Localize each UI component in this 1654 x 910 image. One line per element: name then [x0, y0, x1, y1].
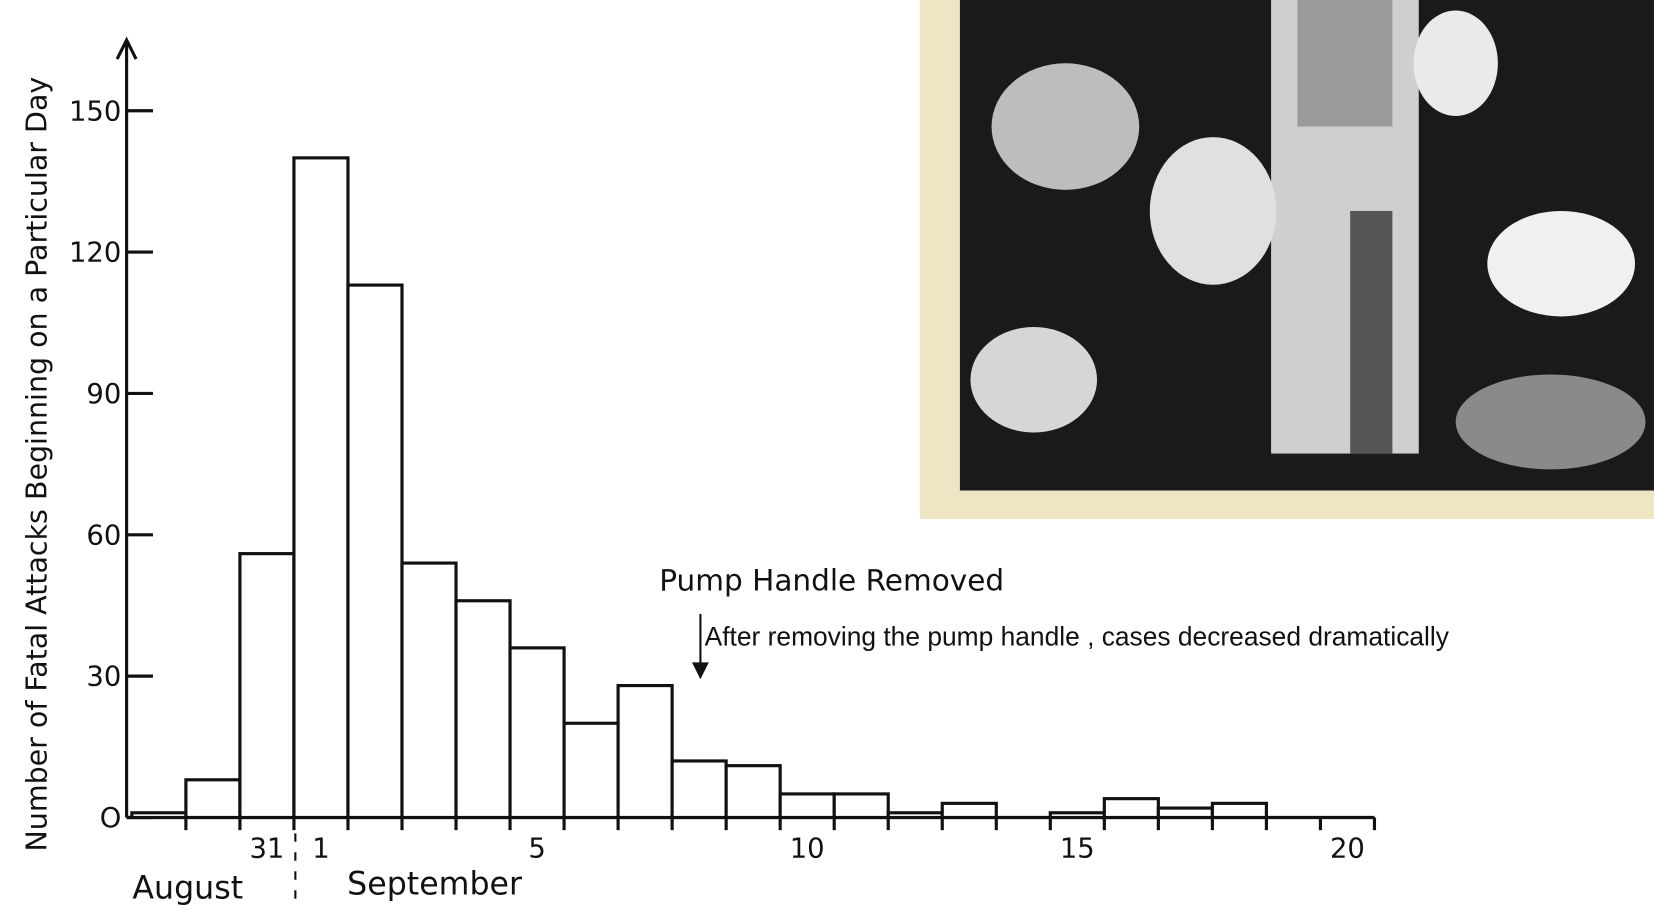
bar	[940, 801, 998, 820]
photo	[919, 0, 1654, 519]
bar	[1048, 811, 1106, 820]
bar	[184, 778, 242, 820]
annotation: Pump Handle Removed	[659, 564, 1004, 598]
bar	[778, 792, 836, 820]
bar	[292, 156, 350, 820]
y-tick-label: 30	[86, 662, 121, 693]
bar	[886, 811, 944, 820]
x-tick-label: 31	[249, 834, 284, 865]
bar	[832, 792, 890, 820]
bar	[1102, 797, 1160, 820]
bar	[1210, 801, 1268, 820]
bar	[454, 599, 512, 820]
bar	[508, 646, 566, 820]
y-axis-label: Number of Fatal Attacks Beginning on a P…	[20, 77, 53, 852]
month-label: August	[132, 871, 243, 907]
bar	[562, 721, 620, 820]
y-tick-label: O	[100, 803, 122, 834]
x-tick-label: 20	[1330, 834, 1365, 865]
bar	[1156, 806, 1214, 820]
bar	[130, 811, 188, 820]
y-tick-label: 150	[69, 96, 121, 127]
x-tick-label: 5	[528, 834, 545, 865]
annotation-arrowhead	[691, 662, 709, 680]
bar	[724, 764, 782, 820]
x-tick-label: 10	[790, 834, 825, 865]
month-label: September	[347, 866, 522, 902]
bar	[400, 561, 458, 820]
bar	[346, 283, 404, 820]
y-axis-arrow	[115, 36, 138, 60]
note: After removing the pump handle , cases d…	[705, 622, 1450, 652]
y-tick-label: 60	[86, 520, 121, 551]
x-tick-label: 15	[1060, 834, 1095, 865]
y-tick-label: 120	[69, 238, 121, 269]
bar	[616, 683, 674, 820]
x-tick-label: 1	[312, 834, 329, 865]
bar	[238, 552, 296, 820]
bar	[670, 759, 728, 820]
y-tick-label: 90	[86, 379, 121, 410]
